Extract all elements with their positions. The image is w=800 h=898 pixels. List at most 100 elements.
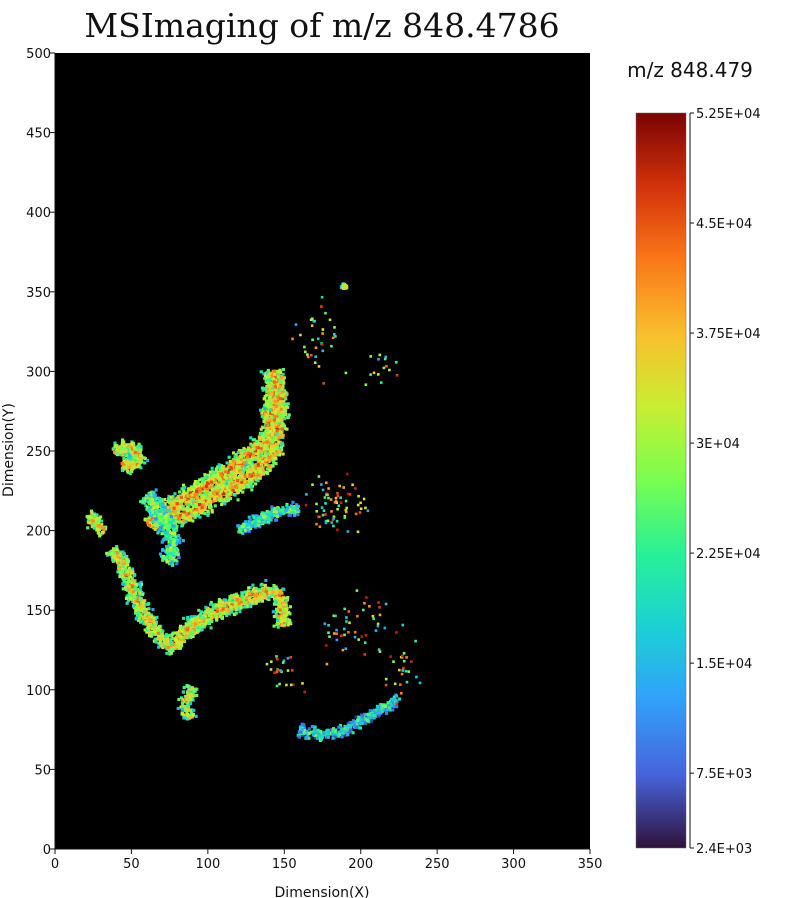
intensity-pixel xyxy=(251,583,255,587)
intensity-pixel xyxy=(211,611,215,615)
intensity-pixel xyxy=(151,498,155,502)
intensity-pixel xyxy=(217,597,221,601)
intensity-pixel xyxy=(257,589,261,593)
intensity-pixel xyxy=(130,588,134,592)
intensity-pixel xyxy=(145,614,149,618)
intensity-pixel xyxy=(275,610,279,614)
intensity-pixel xyxy=(193,503,197,507)
intensity-pixel xyxy=(235,470,239,474)
intensity-pixel xyxy=(120,443,124,447)
intensity-pixel xyxy=(279,407,283,411)
intensity-pixel xyxy=(137,582,141,586)
intensity-pixel xyxy=(246,464,250,468)
intensity-pixel xyxy=(119,552,123,556)
intensity-pixel xyxy=(128,590,132,594)
intensity-pixel xyxy=(138,599,142,603)
intensity-pixel xyxy=(252,465,256,469)
intensity-pixel xyxy=(195,481,199,485)
intensity-pixel xyxy=(122,582,126,586)
intensity-pixel xyxy=(158,509,162,513)
intensity-pixel xyxy=(271,407,275,411)
intensity-pixel xyxy=(283,600,287,604)
intensity-pixel xyxy=(205,619,209,623)
intensity-pixel xyxy=(122,552,126,556)
intensity-pixel xyxy=(266,409,270,413)
intensity-pixel xyxy=(190,507,194,511)
intensity-pixel xyxy=(201,477,205,481)
intensity-pixel xyxy=(182,519,186,523)
intensity-pixel xyxy=(246,448,250,452)
intensity-pixel xyxy=(182,510,186,514)
intensity-pixel xyxy=(209,600,213,604)
intensity-pixel xyxy=(249,485,253,489)
intensity-pixel xyxy=(261,409,265,413)
intensity-pixel xyxy=(273,369,277,373)
intensity-pixel xyxy=(195,630,199,634)
intensity-pixel xyxy=(124,561,128,565)
intensity-pixel xyxy=(189,635,193,639)
intensity-pixel xyxy=(135,602,139,606)
intensity-pixel xyxy=(267,399,271,403)
intensity-pixel xyxy=(166,645,170,649)
intensity-pixel xyxy=(171,527,175,531)
intensity-pixel xyxy=(184,622,188,626)
intensity-pixel xyxy=(121,560,125,564)
intensity-pixel xyxy=(132,455,136,459)
intensity-pixel xyxy=(232,474,236,478)
intensity-pixel xyxy=(286,405,290,409)
intensity-pixel xyxy=(267,374,271,378)
intensity-pixel xyxy=(281,512,285,516)
intensity-pixel xyxy=(214,474,218,478)
intensity-pixel xyxy=(182,638,186,642)
intensity-pixel xyxy=(248,462,252,466)
intensity-pixel xyxy=(268,423,272,427)
intensity-pixel xyxy=(167,509,171,513)
intensity-pixel xyxy=(200,503,204,507)
intensity-pixel xyxy=(137,464,141,468)
intensity-pixel xyxy=(105,551,109,555)
intensity-pixel xyxy=(154,498,158,502)
intensity-pixel xyxy=(193,501,197,505)
intensity-pixel xyxy=(126,599,130,603)
intensity-pixel xyxy=(162,644,166,648)
intensity-pixel xyxy=(178,541,182,545)
intensity-pixel xyxy=(183,498,187,502)
intensity-pixel xyxy=(162,642,166,646)
intensity-pixel xyxy=(144,602,148,606)
intensity-pixel xyxy=(272,509,276,513)
intensity-pixel xyxy=(184,502,188,506)
intensity-pixel xyxy=(277,453,281,457)
intensity-pixel xyxy=(131,467,135,471)
intensity-pixel xyxy=(198,493,202,497)
intensity-pixel xyxy=(147,611,151,615)
intensity-pixel xyxy=(204,494,208,498)
intensity-pixel xyxy=(262,441,266,445)
intensity-pixel xyxy=(165,545,169,549)
intensity-pixel xyxy=(295,503,299,507)
intensity-pixel xyxy=(121,555,125,559)
intensity-pixel xyxy=(198,510,202,514)
intensity-pixel xyxy=(182,631,186,635)
intensity-pixel xyxy=(151,519,155,523)
intensity-pixel xyxy=(91,514,95,518)
intensity-pixel xyxy=(274,594,278,598)
intensity-pixel xyxy=(209,602,213,606)
intensity-pixel xyxy=(270,432,274,436)
intensity-pixel xyxy=(264,423,268,427)
intensity-pixel xyxy=(265,510,269,514)
intensity-pixel xyxy=(268,430,272,434)
intensity-pixel xyxy=(127,465,131,469)
intensity-pixel xyxy=(234,604,238,608)
intensity-pixel xyxy=(129,457,133,461)
intensity-pixel xyxy=(187,497,191,501)
intensity-pixel xyxy=(254,589,258,593)
intensity-pixel xyxy=(281,617,285,621)
intensity-pixel xyxy=(158,522,162,526)
intensity-pixel xyxy=(260,442,264,446)
intensity-pixel xyxy=(197,623,201,627)
intensity-pixel xyxy=(166,524,170,528)
intensity-pixel xyxy=(162,637,166,641)
intensity-pixel xyxy=(195,489,199,493)
intensity-pixel xyxy=(274,462,278,466)
intensity-pixel xyxy=(273,456,277,460)
